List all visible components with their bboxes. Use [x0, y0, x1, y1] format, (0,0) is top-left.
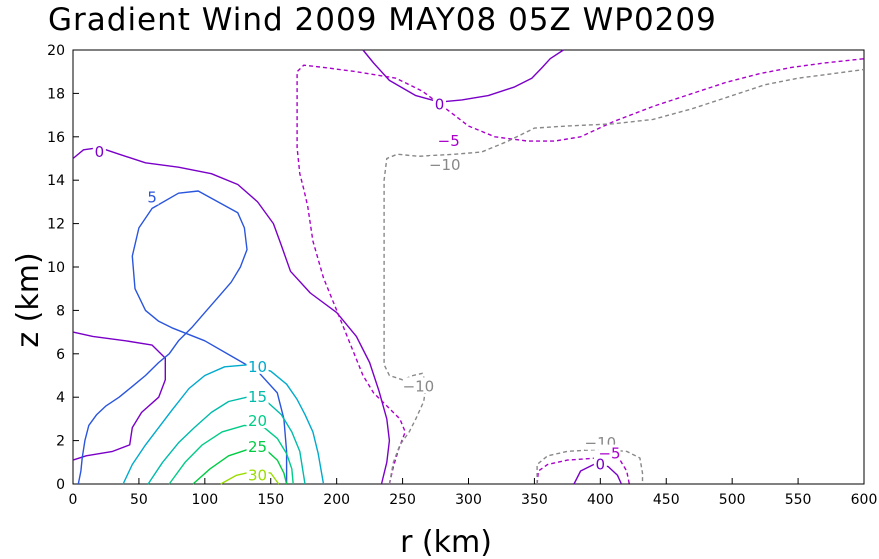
y-tick-label: 6 [56, 347, 65, 363]
contour-line-level-0 [362, 49, 564, 103]
contour-label: 15 [248, 388, 267, 406]
contour-label: −5 [438, 132, 460, 150]
contour-label-bg [402, 377, 434, 394]
contour-label-bg [246, 438, 269, 455]
contour-label-bg [593, 455, 607, 472]
contour-label: 25 [248, 438, 267, 456]
plot-area: 0 50 100 150 200 250 300 350 400 450 500 550 600 024… [47, 43, 877, 508]
y-tick-label: 10 [47, 260, 65, 276]
contour-line-level-neg10 [383, 68, 865, 485]
y-tick-label: 8 [56, 303, 65, 319]
x-axis-ticks: 0 50 100 150 200 250 300 350 400 450 500 550 600 [69, 478, 878, 508]
contour-label-bg [432, 95, 446, 112]
contour-line-level-neg5 [536, 457, 630, 485]
y-tick-label: 14 [47, 173, 65, 189]
contour-line-level-10 [122, 363, 325, 485]
y-tick-label: 4 [56, 390, 65, 406]
contour-label: 30 [248, 466, 267, 484]
y-tick-label: 20 [47, 43, 65, 59]
x-axis-label: r (km) [400, 525, 492, 559]
x-tick-label: 350 [521, 492, 548, 508]
contour-label: 20 [248, 412, 267, 430]
contour-label-bg [246, 388, 269, 405]
contour-line-level-15 [147, 396, 306, 485]
y-axis-label: z (km) [11, 252, 46, 347]
contour-line-level-neg5 [296, 58, 865, 485]
contour-label-bg [92, 142, 106, 159]
contour-label-bg [246, 357, 269, 374]
x-tick-label: 250 [389, 492, 416, 508]
x-tick-label: 200 [323, 492, 350, 508]
y-tick-label: 2 [56, 434, 65, 450]
x-tick-label: 550 [785, 492, 812, 508]
y-tick-label: 0 [56, 477, 65, 493]
x-tick-label: 500 [719, 492, 746, 508]
contour-label: 0 [435, 95, 445, 113]
plot-frame [72, 49, 865, 485]
contour-label: −10 [403, 377, 435, 395]
x-tick-label: 100 [191, 492, 218, 508]
contour-line-level-0 [72, 331, 167, 461]
contour-label: 0 [95, 143, 105, 161]
contour-label: 10 [248, 358, 267, 376]
x-tick-label: 50 [130, 492, 148, 508]
chart-title: Gradient Wind 2009 MAY08 05Z WP0209 [48, 2, 717, 38]
contour-label: 0 [596, 455, 606, 473]
contour-line-level-5 [77, 190, 288, 485]
contour-label-bg [145, 188, 159, 205]
y-tick-label: 12 [47, 217, 65, 233]
contour-line-level-25 [192, 448, 288, 485]
x-tick-label: 600 [851, 492, 878, 508]
contour-label-bg [246, 412, 269, 429]
contour-label-bg [246, 466, 269, 483]
contour-label: −10 [429, 156, 461, 174]
contour-line-level-0 [72, 146, 391, 485]
y-tick-label: 16 [47, 130, 65, 146]
contour-label-bg [429, 156, 461, 173]
x-tick-label: 0 [69, 492, 78, 508]
y-axis-ticks: 0 2 4 6 8 10 12 14 16 18 20 [47, 43, 79, 493]
x-tick-label: 300 [455, 492, 482, 508]
x-tick-label: 400 [587, 492, 614, 508]
contour-lines [72, 49, 865, 485]
contour-label: 5 [147, 189, 157, 207]
x-tick-label: 450 [653, 492, 680, 508]
contour-label-bg [437, 132, 460, 149]
y-tick-label: 18 [47, 86, 65, 102]
x-tick-label: 150 [257, 492, 284, 508]
